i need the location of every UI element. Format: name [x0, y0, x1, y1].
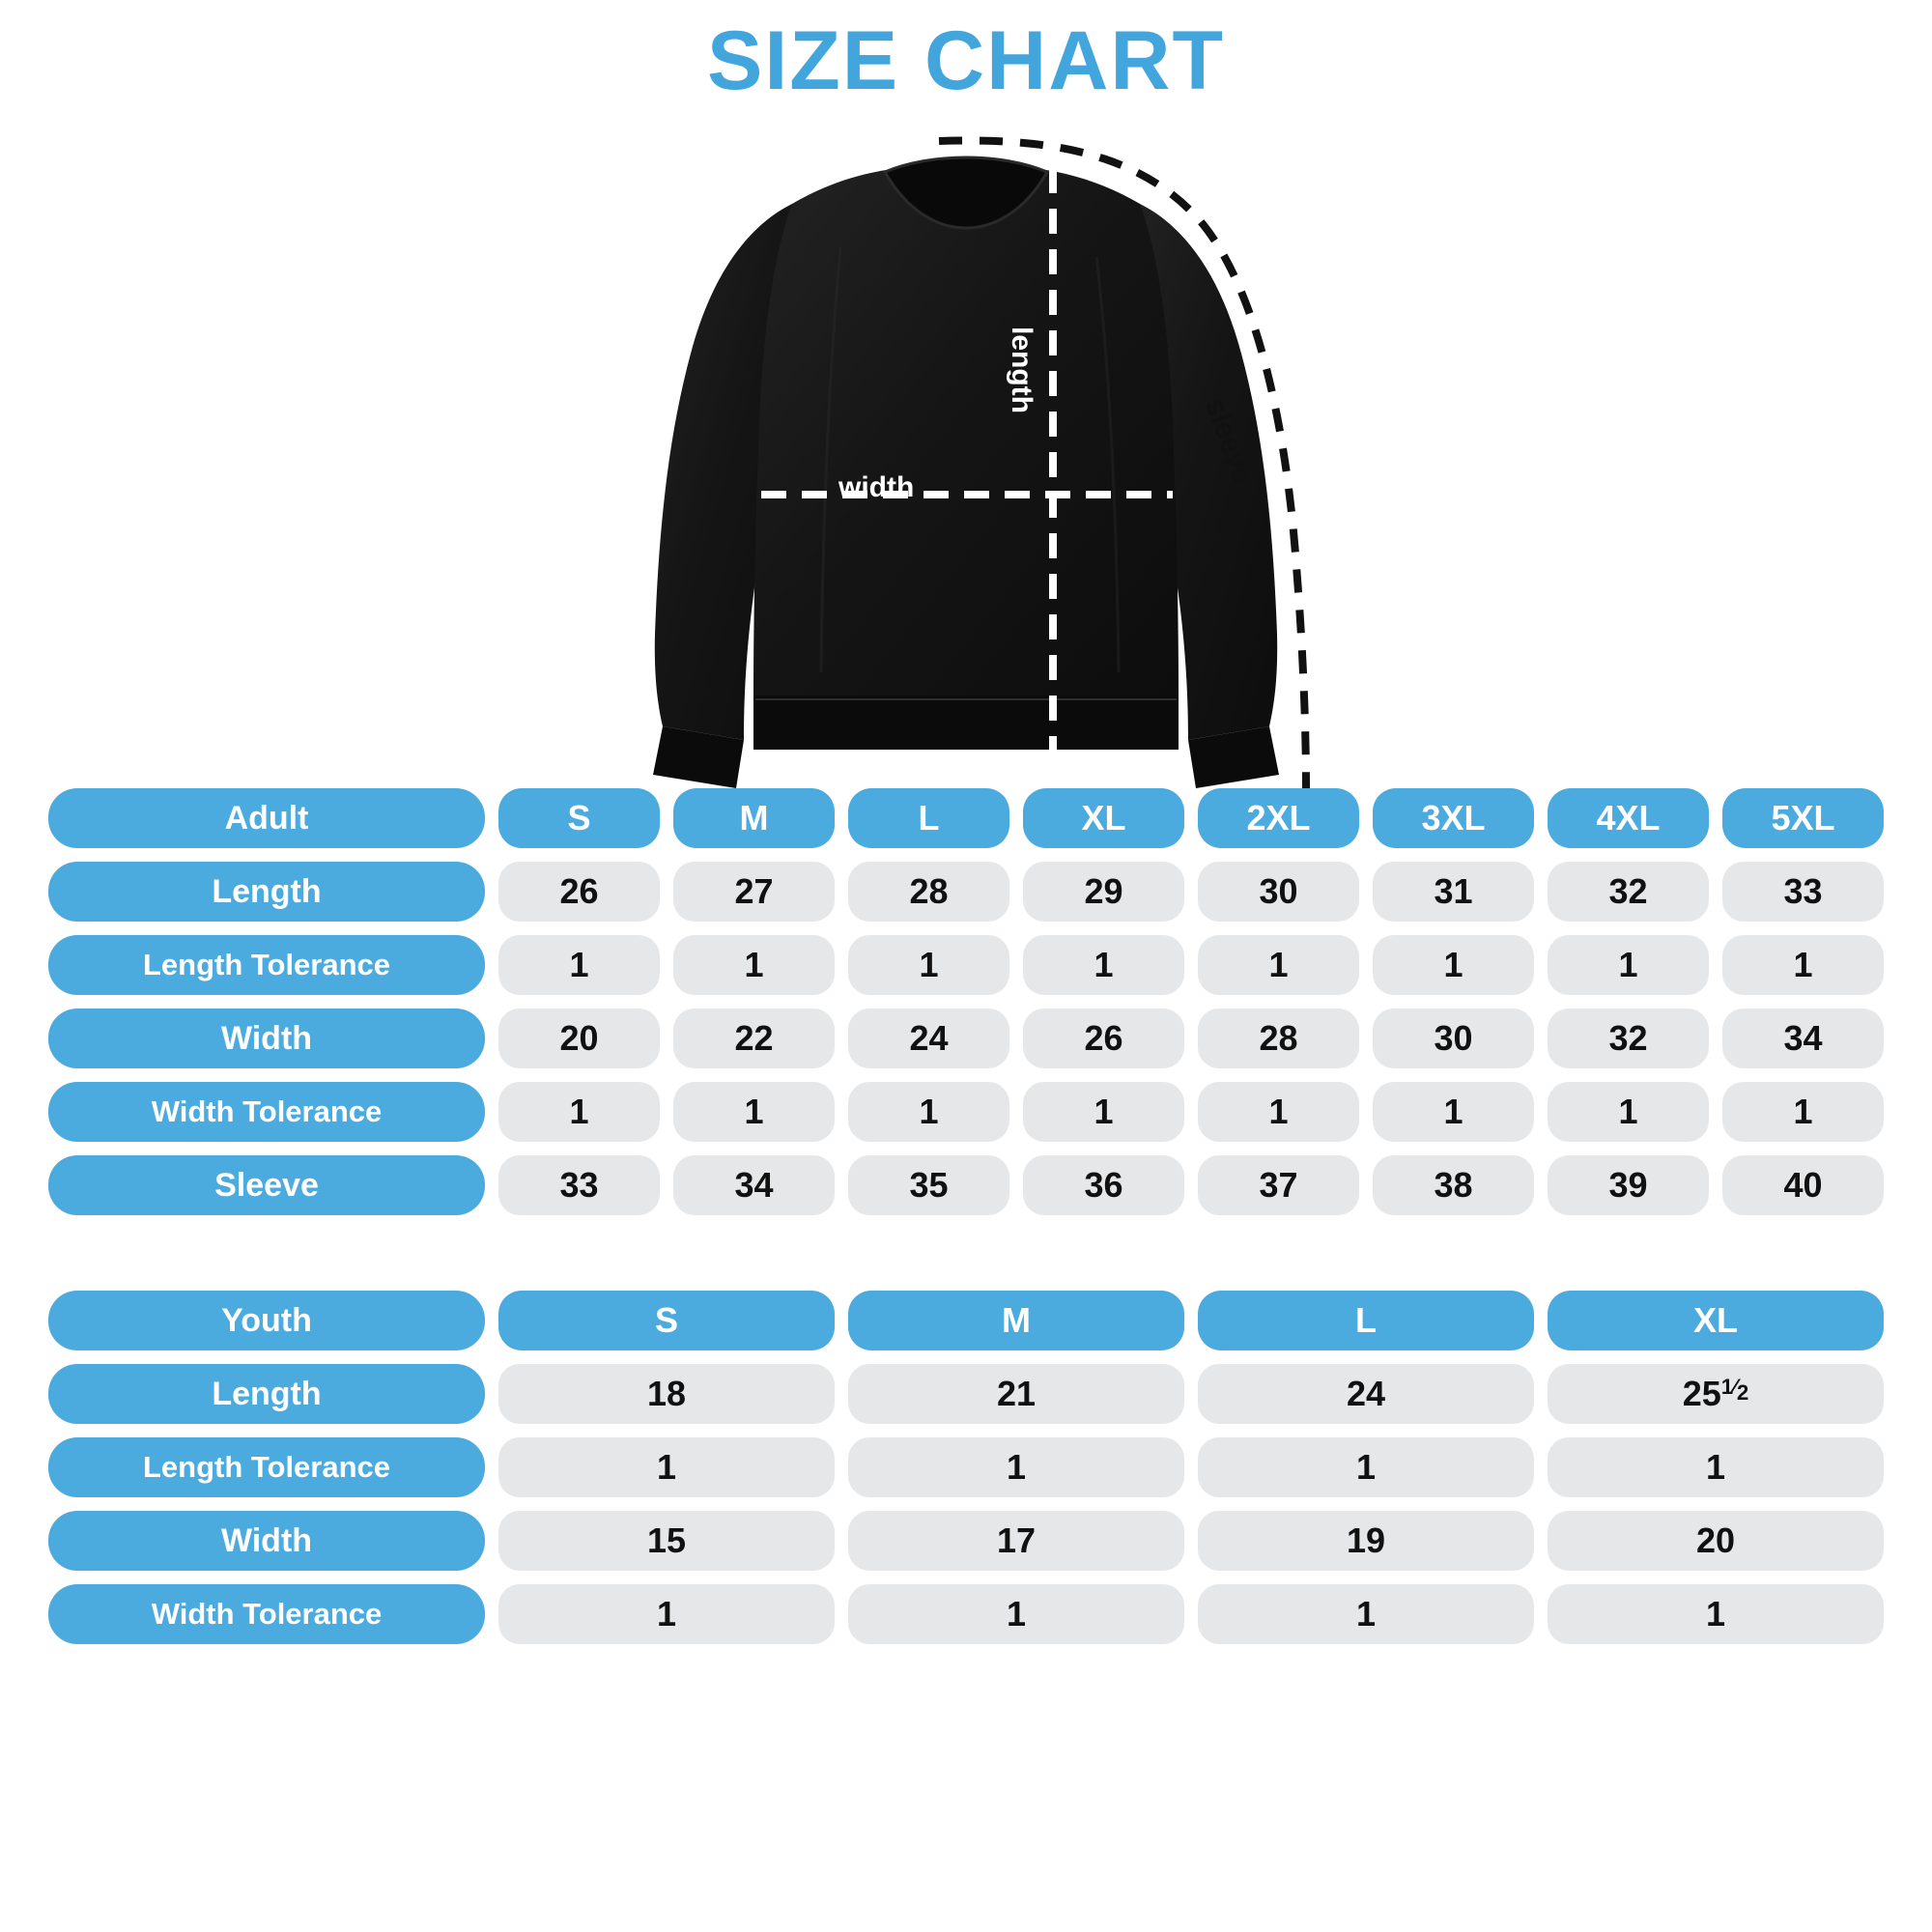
value-cell: 25 1⁄2 — [1548, 1364, 1884, 1424]
youth-size-header-xl: XL — [1548, 1291, 1884, 1350]
table-row: Sleeve 33 34 35 36 37 38 39 40 — [48, 1155, 1884, 1215]
value-cell: 1 — [1198, 1437, 1534, 1497]
value-cell: 21 — [848, 1364, 1184, 1424]
table-row: Width 15 17 19 20 — [48, 1511, 1884, 1571]
value-cell: 1 — [673, 1082, 835, 1142]
table-row: Length 18 21 24 25 1⁄2 — [48, 1364, 1884, 1424]
value-cell: 1 — [848, 1584, 1184, 1644]
value-cell: 1 — [498, 1082, 660, 1142]
value-cell: 36 — [1023, 1155, 1184, 1215]
table-row: Length Tolerance 1 1 1 1 — [48, 1437, 1884, 1497]
row-label-width: Width — [48, 1511, 485, 1571]
value-cell: 1 — [498, 935, 660, 995]
value-cell: 1 — [673, 935, 835, 995]
table-row: Width Tolerance 1 1 1 1 1 1 1 1 — [48, 1082, 1884, 1142]
youth-size-header-m: M — [848, 1291, 1184, 1350]
garment-diagram: width length sleeve — [0, 112, 1932, 788]
value-cell: 33 — [498, 1155, 660, 1215]
value-cell: 1 — [848, 935, 1009, 995]
table-row: Length 26 27 28 29 30 31 32 33 — [48, 862, 1884, 922]
value-cell: 28 — [1198, 1009, 1359, 1068]
value-cell: 30 — [1373, 1009, 1534, 1068]
page-title: SIZE CHART — [707, 14, 1225, 107]
adult-size-table: Adult S M L XL 2XL 3XL 4XL 5XL Length 26 27 28 29 30 31… — [0, 788, 1932, 1215]
value-cell: 17 — [848, 1511, 1184, 1571]
value-cell: 1 — [1548, 1437, 1884, 1497]
fraction-glyph: 1⁄2 — [1720, 1374, 1749, 1406]
value-cell: 34 — [1722, 1009, 1884, 1068]
adult-size-header-l: L — [848, 788, 1009, 848]
youth-size-header-s: S — [498, 1291, 835, 1350]
value-cell: 1 — [1373, 935, 1534, 995]
youth-size-table: Youth S M L XL Length 18 21 24 25 1⁄2 Length Tolera… — [0, 1291, 1932, 1644]
value-cell: 24 — [848, 1009, 1009, 1068]
adult-size-header-5xl: 5XL — [1722, 788, 1884, 848]
row-label-width: Width — [48, 1009, 485, 1068]
youth-table-title: Youth — [48, 1291, 485, 1350]
value-cell: 1 — [1198, 1584, 1534, 1644]
row-label-width-tolerance: Width Tolerance — [48, 1082, 485, 1142]
value-cell: 20 — [1548, 1511, 1884, 1571]
value-cell: 20 — [498, 1009, 660, 1068]
youth-header-row: Youth S M L XL — [48, 1291, 1884, 1350]
table-row: Length Tolerance 1 1 1 1 1 1 1 1 — [48, 935, 1884, 995]
adult-size-header-2xl: 2XL — [1198, 788, 1359, 848]
adult-size-header-3xl: 3XL — [1373, 788, 1534, 848]
value-cell: 1 — [1023, 1082, 1184, 1142]
value-cell: 40 — [1722, 1155, 1884, 1215]
value-cell: 22 — [673, 1009, 835, 1068]
row-label-length-tolerance: Length Tolerance — [48, 935, 485, 995]
value-cell: 32 — [1548, 1009, 1709, 1068]
value-cell: 38 — [1373, 1155, 1534, 1215]
value-cell: 32 — [1548, 862, 1709, 922]
value-cell: 37 — [1198, 1155, 1359, 1215]
value-cell: 30 — [1198, 862, 1359, 922]
value-cell: 26 — [1023, 1009, 1184, 1068]
value-cell: 19 — [1198, 1511, 1534, 1571]
value-cell: 34 — [673, 1155, 835, 1215]
value-cell: 39 — [1548, 1155, 1709, 1215]
table-row: Width 20 22 24 26 28 30 32 34 — [48, 1009, 1884, 1068]
value-cell: 26 — [498, 862, 660, 922]
table-spacer — [0, 1229, 1932, 1291]
value-cell: 1 — [1373, 1082, 1534, 1142]
adult-size-header-m: M — [673, 788, 835, 848]
value-cell: 27 — [673, 862, 835, 922]
value-cell: 1 — [848, 1437, 1184, 1497]
adult-size-header-s: S — [498, 788, 660, 848]
value-cell: 1 — [1023, 935, 1184, 995]
table-row: Width Tolerance 1 1 1 1 — [48, 1584, 1884, 1644]
adult-header-row: Adult S M L XL 2XL 3XL 4XL 5XL — [48, 788, 1884, 848]
value-cell: 28 — [848, 862, 1009, 922]
row-label-length: Length — [48, 1364, 485, 1424]
adult-table-title: Adult — [48, 788, 485, 848]
value-cell: 35 — [848, 1155, 1009, 1215]
value-cell: 1 — [1548, 1584, 1884, 1644]
value-cell: 29 — [1023, 862, 1184, 922]
row-label-length: Length — [48, 862, 485, 922]
value-cell: 1 — [848, 1082, 1009, 1142]
value-cell: 1 — [1722, 935, 1884, 995]
adult-size-header-xl: XL — [1023, 788, 1184, 848]
value-cell: 1 — [1548, 1082, 1709, 1142]
value-cell: 1 — [1198, 1082, 1359, 1142]
row-label-sleeve: Sleeve — [48, 1155, 485, 1215]
value-cell: 33 — [1722, 862, 1884, 922]
value-cell: 24 — [1198, 1364, 1534, 1424]
row-label-width-tolerance: Width Tolerance — [48, 1584, 485, 1644]
sweatshirt-illustration — [653, 136, 1310, 788]
value-cell: 1 — [1548, 935, 1709, 995]
youth-size-header-l: L — [1198, 1291, 1534, 1350]
value-cell: 1 — [1722, 1082, 1884, 1142]
row-label-length-tolerance: Length Tolerance — [48, 1437, 485, 1497]
value-cell: 1 — [498, 1584, 835, 1644]
value-cell: 15 — [498, 1511, 835, 1571]
adult-size-header-4xl: 4XL — [1548, 788, 1709, 848]
value-cell: 1 — [498, 1437, 835, 1497]
value-cell: 18 — [498, 1364, 835, 1424]
value-cell: 31 — [1373, 862, 1534, 922]
value-cell: 1 — [1198, 935, 1359, 995]
